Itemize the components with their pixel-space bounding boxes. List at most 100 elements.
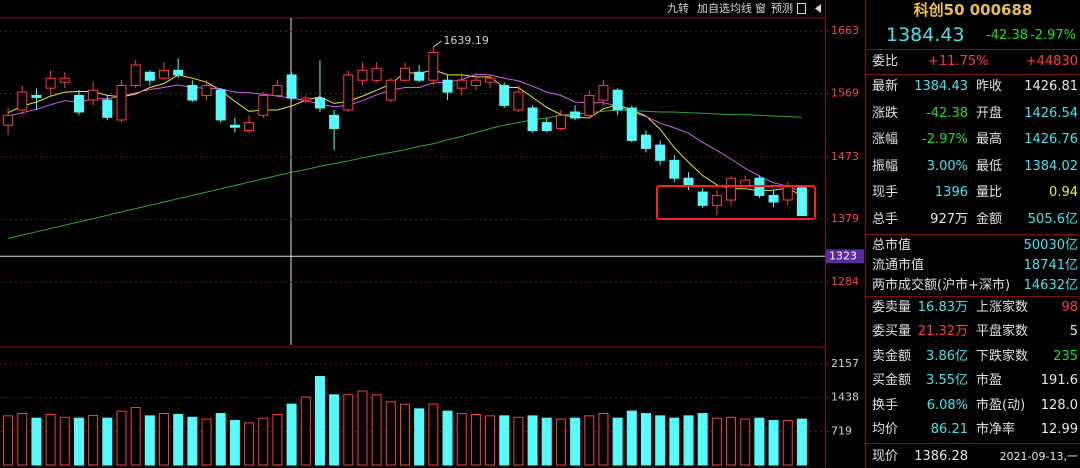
separator bbox=[866, 74, 1080, 75]
volume-bar bbox=[187, 416, 198, 466]
candle-body bbox=[485, 77, 496, 83]
window-icon[interactable] bbox=[797, 3, 807, 14]
field-label: 量比 bbox=[976, 185, 1003, 200]
y-tick-label: 1473 bbox=[831, 150, 859, 163]
field-label: 卖金额 bbox=[872, 349, 912, 364]
weibi-pct: +11.75% bbox=[928, 54, 989, 69]
field-value: 1386.28 bbox=[914, 449, 968, 464]
volume-bar bbox=[116, 410, 127, 466]
candle-body bbox=[3, 114, 14, 126]
volume-bar bbox=[59, 416, 70, 466]
field-label: 流通市值 bbox=[872, 258, 925, 273]
candle-body bbox=[343, 74, 354, 111]
candle-body bbox=[329, 114, 340, 130]
volume-bar bbox=[329, 394, 340, 466]
toolbar: 九转 加自选 均线 窗 预测 bbox=[660, 0, 825, 17]
volume-bar bbox=[669, 417, 680, 466]
volume-bar bbox=[598, 413, 609, 466]
field-label: 换手 bbox=[872, 398, 899, 413]
toolbar-button[interactable]: 窗 bbox=[755, 2, 766, 15]
volume-bar bbox=[456, 413, 467, 466]
candle-body bbox=[385, 79, 396, 101]
toolbar-button[interactable]: 九转 bbox=[667, 2, 689, 15]
candle-body bbox=[88, 89, 99, 101]
volume-bar bbox=[73, 417, 84, 466]
candle-body bbox=[314, 97, 325, 109]
separator bbox=[866, 443, 1080, 444]
candle-body bbox=[655, 144, 666, 161]
field-value: 1396 bbox=[934, 185, 968, 200]
field-value: 6.08% bbox=[926, 398, 968, 413]
field-label: 市盈 bbox=[976, 373, 1003, 388]
toolbar-button[interactable]: 均线 bbox=[730, 2, 752, 15]
volume-bar bbox=[626, 410, 637, 466]
volume-bar bbox=[215, 413, 226, 466]
chart: 1663 1569 1473 1379 1284 2157 1438 719 1639.19 13… bbox=[0, 0, 866, 468]
candle-body bbox=[499, 85, 510, 106]
volume-bar bbox=[470, 413, 481, 466]
candle-body bbox=[711, 194, 722, 206]
candle-body bbox=[116, 85, 127, 121]
volume-bar bbox=[31, 417, 42, 466]
candle-body bbox=[173, 69, 184, 76]
field-value: 98 bbox=[1061, 300, 1078, 315]
volume-bar bbox=[570, 417, 581, 466]
candle-body bbox=[470, 79, 481, 87]
field-label: 委卖量 bbox=[872, 300, 912, 315]
volume-bar bbox=[442, 410, 453, 466]
field-value: 21.32万 bbox=[917, 324, 968, 339]
volume-bar bbox=[513, 416, 524, 466]
volume-bar bbox=[45, 413, 56, 466]
volume-tick-label: 2157 bbox=[831, 357, 859, 370]
field-value: 0.94 bbox=[1049, 185, 1078, 200]
candle-body bbox=[598, 85, 609, 101]
volume-bar bbox=[272, 413, 283, 466]
field-label: 最新 bbox=[872, 79, 899, 94]
field-label: 总市值 bbox=[872, 238, 912, 253]
candle-body bbox=[683, 177, 694, 186]
candle-body bbox=[371, 67, 382, 81]
collapse-icon[interactable] bbox=[813, 3, 823, 14]
field-label: 均价 bbox=[872, 422, 899, 437]
y-tick-label: 1284 bbox=[831, 275, 859, 288]
volume-bar bbox=[88, 414, 99, 466]
field-value: 1426.54 bbox=[1024, 106, 1078, 121]
candle-body bbox=[740, 179, 751, 186]
field-label: 现价 bbox=[872, 449, 899, 464]
separator bbox=[866, 296, 1080, 297]
candle-body bbox=[669, 159, 680, 179]
volume-bar bbox=[244, 422, 255, 466]
candle-body bbox=[357, 69, 368, 81]
field-label: 昨收 bbox=[976, 79, 1003, 94]
field-label: 振幅 bbox=[872, 159, 899, 174]
volume-bar bbox=[697, 413, 708, 466]
volume-bar bbox=[173, 413, 184, 466]
toolbar-button[interactable]: 预测 bbox=[771, 2, 793, 15]
volume-bar bbox=[400, 403, 410, 466]
candle-body bbox=[300, 97, 311, 101]
candle-body bbox=[782, 184, 793, 201]
volume-bar bbox=[726, 416, 737, 466]
field-value: -2.97% bbox=[922, 132, 968, 147]
toolbar-button[interactable]: 加自选 bbox=[697, 2, 730, 15]
candle-body bbox=[130, 64, 141, 87]
field-label: 两市成交额(沪市+深市) bbox=[872, 278, 1011, 293]
candle-body bbox=[187, 85, 198, 101]
candle-body bbox=[442, 79, 453, 93]
candle-body bbox=[244, 122, 255, 132]
field-value: 1426.76 bbox=[1024, 132, 1078, 147]
volume-bar bbox=[385, 401, 396, 466]
volume-bar bbox=[782, 420, 793, 466]
field-label: 开盘 bbox=[976, 106, 1003, 121]
field-label: 涨跌 bbox=[872, 106, 899, 121]
moving-average-line bbox=[7, 73, 803, 193]
volume-bar bbox=[371, 394, 382, 466]
volume-bar bbox=[796, 418, 807, 466]
volume-bar bbox=[555, 418, 566, 466]
candle-body bbox=[286, 74, 297, 99]
volume-bar bbox=[229, 420, 240, 466]
candle-body bbox=[272, 85, 283, 96]
volume-bar bbox=[612, 417, 623, 466]
field-label: 上涨家数 bbox=[976, 300, 1029, 315]
